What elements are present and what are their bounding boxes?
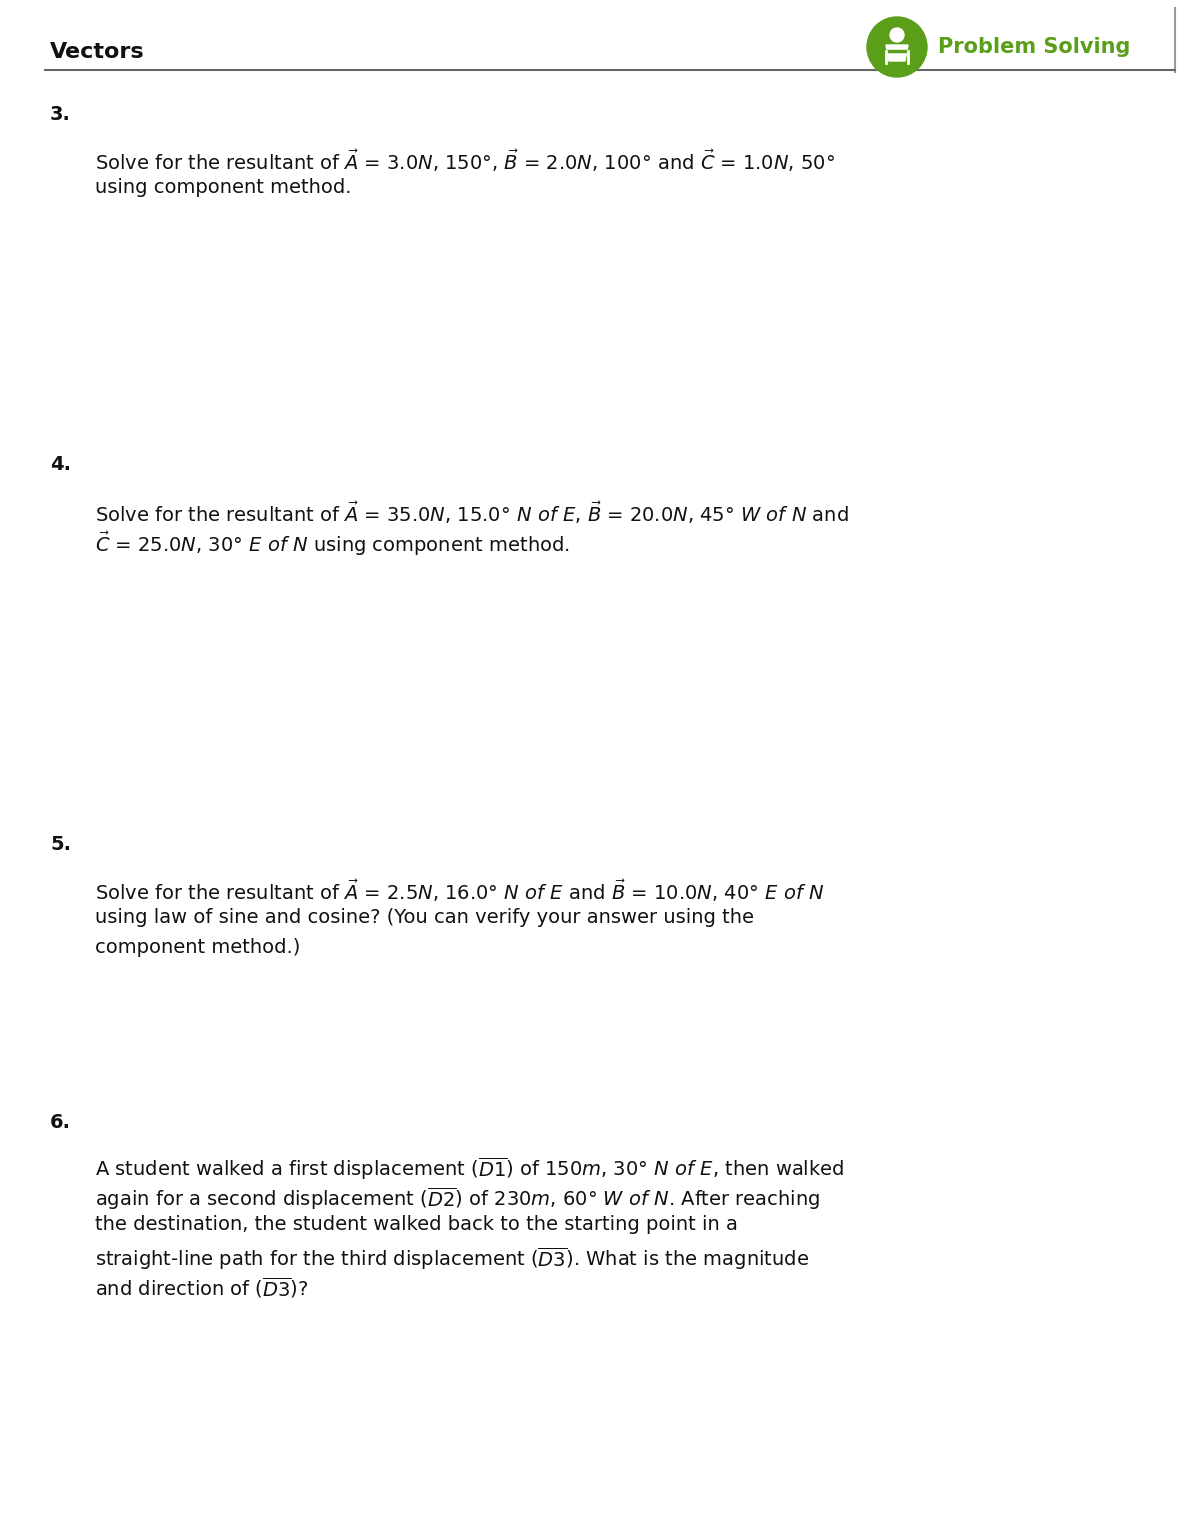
Text: 4.: 4.	[50, 455, 71, 474]
Text: 5.: 5.	[50, 835, 71, 853]
Text: using component method.: using component method.	[95, 179, 352, 197]
Text: again for a second displacement ($\overline{D2}$) of 230$m$, 60° $\mathit{W\ of\: again for a second displacement ($\overl…	[95, 1185, 821, 1212]
Text: 6.: 6.	[50, 1114, 71, 1132]
Text: Vectors: Vectors	[50, 42, 145, 62]
Text: and direction of ($\overline{D3}$)?: and direction of ($\overline{D3}$)?	[95, 1275, 308, 1300]
Text: A student walked a first displacement ($\overline{D1}$) of 150$m$, 30° $\mathit{: A student walked a first displacement ($…	[95, 1154, 845, 1182]
Text: Solve for the resultant of $\vec{A}$ = 35.0$N$, 15.0° $\mathit{N\ of\ E}$, $\vec: Solve for the resultant of $\vec{A}$ = 3…	[95, 499, 848, 527]
Text: Problem Solving: Problem Solving	[938, 36, 1130, 57]
Text: using law of sine and cosine? (You can verify your answer using the: using law of sine and cosine? (You can v…	[95, 908, 754, 927]
Text: Solve for the resultant of $\vec{A}$ = 2.5$N$, 16.0° $\mathit{N\ of\ E}$ and $\v: Solve for the resultant of $\vec{A}$ = 2…	[95, 878, 824, 905]
Text: Solve for the resultant of $\vec{A}$ = 3.0$N$, 150°, $\vec{B}$ = 2.0$N$, 100° an: Solve for the resultant of $\vec{A}$ = 3…	[95, 148, 835, 174]
Text: the destination, the student walked back to the starting point in a: the destination, the student walked back…	[95, 1215, 738, 1235]
Text: $\vec{C}$ = 25.0$N$, 30° $\mathit{E\ of\ N}$ using component method.: $\vec{C}$ = 25.0$N$, 30° $\mathit{E\ of\…	[95, 530, 570, 558]
Circle shape	[890, 29, 904, 42]
Polygon shape	[886, 45, 908, 61]
Circle shape	[866, 17, 928, 77]
Text: component method.): component method.)	[95, 938, 300, 958]
Text: straight-line path for the third displacement ($\overline{D3}$). What is the mag: straight-line path for the third displac…	[95, 1245, 809, 1272]
Text: 3.: 3.	[50, 104, 71, 124]
